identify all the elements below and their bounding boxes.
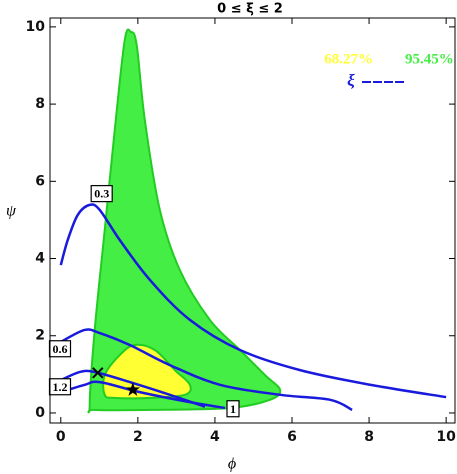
y-tick-label: 2 [35,328,45,344]
xi-curve [60,369,206,408]
curve-label-text: 1 [230,402,236,416]
x-tick-label: 2 [133,429,143,445]
x-tick-label: 0 [56,429,66,445]
curve-label: 1.2 [48,378,72,396]
y-tick-label: 8 [35,96,45,112]
x-tick-label: 8 [364,429,374,445]
x-tick-label: 4 [210,429,220,445]
curve-label: 0.6 [48,340,72,358]
curve-label: 0.3 [90,185,113,203]
plot-frame [49,17,456,424]
y-tick-label: 10 [26,19,46,35]
y-tick-label: 0 [35,405,45,421]
curve-label: 1 [226,400,240,418]
y-tick-label: 6 [35,173,45,189]
confidence-region [102,343,192,400]
curve-label-text: 0.6 [53,342,68,356]
curve-label-box [90,185,113,203]
xi-curve [60,380,226,410]
x-tick-label: 10 [436,429,456,445]
legend-line-label: ξ [347,71,355,90]
legend-entry: 68.27% [324,51,373,67]
x-tick-label: 6 [287,429,297,445]
xi-curve [60,328,353,412]
curve-label-text: 1.2 [53,380,68,394]
legend-entry: 95.45% [405,51,454,67]
cross-marker [92,367,104,379]
curve-label-text: 0.3 [94,187,109,201]
x-axis-label: ϕ [228,456,236,473]
chart-title: 0 ≤ ξ ≤ 2 [217,2,283,17]
star-marker [125,382,140,396]
y-axis-label: ψ [6,203,17,220]
y-tick-label: 4 [35,251,45,267]
curve-label-box [226,400,240,418]
xi-curve [59,203,447,399]
